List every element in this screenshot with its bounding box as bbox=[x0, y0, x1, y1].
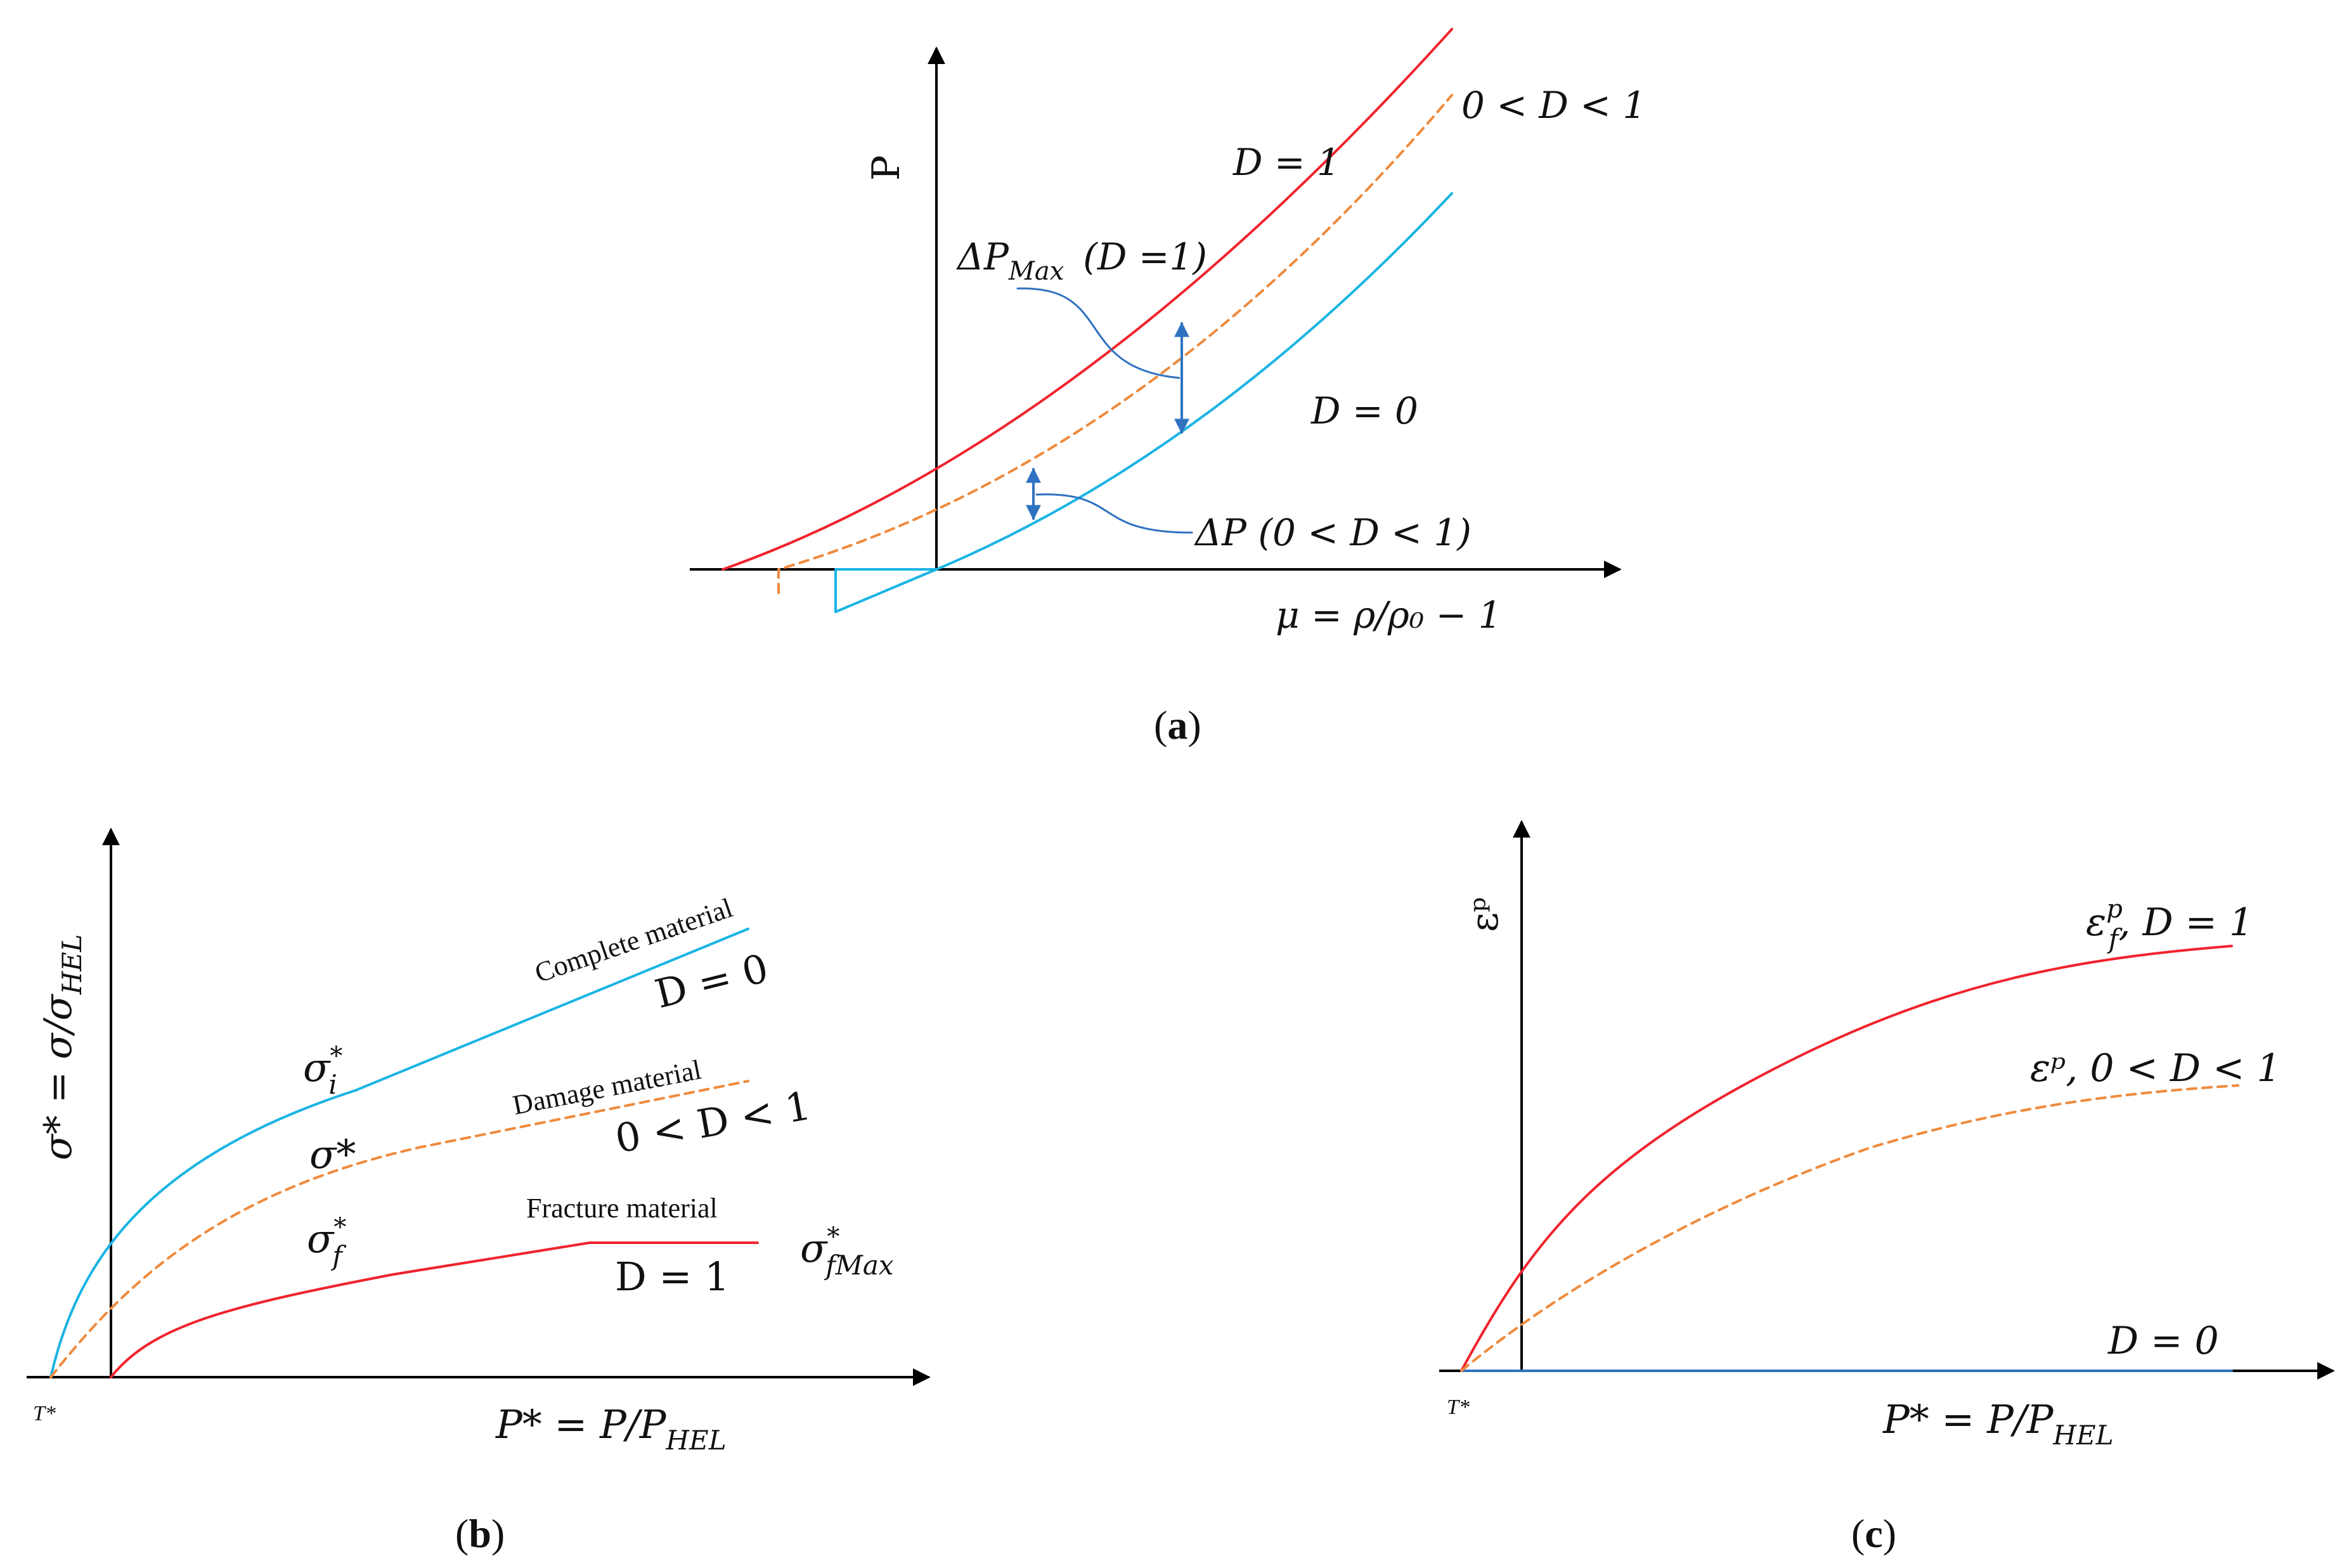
sigma-fmax-sub: fMax bbox=[824, 1250, 894, 1281]
panel-c: εᵖ εp f, D = 1 εᵖ, 0 < D < 1 D = 0 T* P* … bbox=[1439, 820, 2335, 1556]
panel-a: P D = 1 0 < D < 1 D = 0 ΔPMax (D =1) ΔP (… bbox=[690, 28, 1646, 748]
panel-c-origin-label: T* bbox=[1447, 1396, 1470, 1419]
panel-b-caption-close: ) bbox=[491, 1511, 505, 1556]
panel-c-caption-close: ) bbox=[1883, 1511, 1896, 1556]
panel-a-delta-pmax-leader bbox=[1016, 287, 1181, 379]
panel-b-y-axis-label: σ* = σ/σHEL bbox=[36, 934, 87, 1160]
panel-b-caption-letter: b bbox=[469, 1511, 491, 1556]
panel-b-sigma-fmax: σ* fMax bbox=[800, 1222, 894, 1281]
panel-b-x-label-sub: HEL bbox=[665, 1425, 726, 1456]
panel-c-x-label-main: P* = P/P bbox=[1882, 1396, 2054, 1442]
sigma-i-main: σ bbox=[303, 1044, 331, 1091]
sigma-f-sup: * bbox=[333, 1213, 346, 1242]
eps-f-tail: , D = 1 bbox=[2118, 900, 2253, 945]
panel-c-curve-dmid bbox=[1460, 1084, 2239, 1372]
panel-a-x-axis-label: μ = ρ/ρ₀ − 1 bbox=[1276, 593, 1502, 637]
panel-a-curve-d1 bbox=[721, 28, 1453, 571]
panel-c-caption-open: ( bbox=[1851, 1511, 1865, 1556]
eps-f-sup: p bbox=[2106, 895, 2123, 924]
panel-b-d0-label: D = 0 bbox=[650, 945, 773, 1018]
panel-b-y-label-main: σ* = σ/σ bbox=[36, 993, 81, 1160]
panel-c-x-label-sub: HEL bbox=[2052, 1420, 2113, 1451]
eps-f-main: ε bbox=[2086, 900, 2106, 945]
panel-c-eps-f-label: εp f, D = 1 bbox=[2086, 895, 2253, 954]
panel-b-caption: (b) bbox=[455, 1511, 505, 1556]
panel-a-delta-p-leader bbox=[1035, 493, 1193, 534]
panel-a-curve-d0-label: D = 0 bbox=[1310, 389, 1418, 432]
sigma-i-sup: * bbox=[330, 1042, 342, 1071]
panel-b-fracture-material: Fracture material bbox=[526, 1193, 718, 1224]
panel-c-eps-mid-label: εᵖ, 0 < D < 1 bbox=[2030, 1046, 2281, 1091]
panel-b-x-label-main: P* = P/P bbox=[495, 1401, 667, 1448]
sigma-f-main: σ bbox=[307, 1215, 335, 1262]
panel-a-curve-d0 bbox=[834, 192, 1453, 613]
delta-pmax-paren: (D =1) bbox=[1083, 235, 1207, 278]
panel-a-delta-p-label: ΔP (0 < D < 1) bbox=[1194, 511, 1472, 554]
panel-b-sigma-i: σ* i bbox=[303, 1042, 342, 1100]
panel-b-sigma-f: σ* f bbox=[307, 1213, 346, 1271]
delta-pmax-main: ΔP bbox=[956, 235, 1009, 278]
panel-a-caption: (a) bbox=[1154, 703, 1201, 748]
panel-b-curve-dmid bbox=[49, 1080, 749, 1378]
panel-b-origin-label: T* bbox=[33, 1402, 56, 1425]
panel-c-curve-d1 bbox=[1460, 945, 2233, 1372]
sigma-fmax-main: σ bbox=[800, 1225, 828, 1271]
panel-a-caption-open: ( bbox=[1154, 703, 1167, 748]
panel-b-sigma-star: σ* bbox=[309, 1131, 356, 1177]
panel-b-y-label-sub: HEL bbox=[56, 934, 87, 995]
sigma-fmax-sup: * bbox=[827, 1222, 839, 1252]
panel-c-caption: (c) bbox=[1851, 1511, 1896, 1556]
panel-b-curve-d1 bbox=[110, 1241, 759, 1378]
panel-c-y-axis-label: εᵖ bbox=[1463, 897, 1507, 932]
panel-a-caption-letter: a bbox=[1167, 703, 1187, 748]
panel-c-x-axis-label: P* = P/PHEL bbox=[1882, 1396, 2114, 1451]
panel-c-caption-letter: c bbox=[1865, 1511, 1882, 1556]
panel-b-caption-open: ( bbox=[455, 1511, 469, 1556]
delta-pmax-sub: Max bbox=[1008, 257, 1064, 286]
panel-a-delta-pmax-label: ΔPMax (D =1) bbox=[956, 235, 1207, 286]
panel-a-y-axis-label: P bbox=[864, 155, 909, 181]
panel-a-curve-dmid-label: 0 < D < 1 bbox=[1461, 84, 1646, 127]
sigma-f-sub: f bbox=[330, 1240, 346, 1271]
sigma-i-sub: i bbox=[328, 1069, 337, 1100]
panel-a-caption-close: ) bbox=[1187, 703, 1201, 748]
panel-b-curve-d0 bbox=[49, 928, 749, 1378]
panel-a-curve-dmid bbox=[777, 94, 1453, 594]
panel-b: σ* = σ/σHEL Complete material D = 0 Dama… bbox=[27, 827, 931, 1556]
panel-c-d0-label: D = 0 bbox=[2107, 1319, 2219, 1363]
panel-b-d1-label: D = 1 bbox=[615, 1254, 730, 1300]
panel-a-curve-d1-label: D = 1 bbox=[1232, 141, 1340, 184]
panel-b-x-axis-label: P* = P/PHEL bbox=[495, 1401, 727, 1456]
